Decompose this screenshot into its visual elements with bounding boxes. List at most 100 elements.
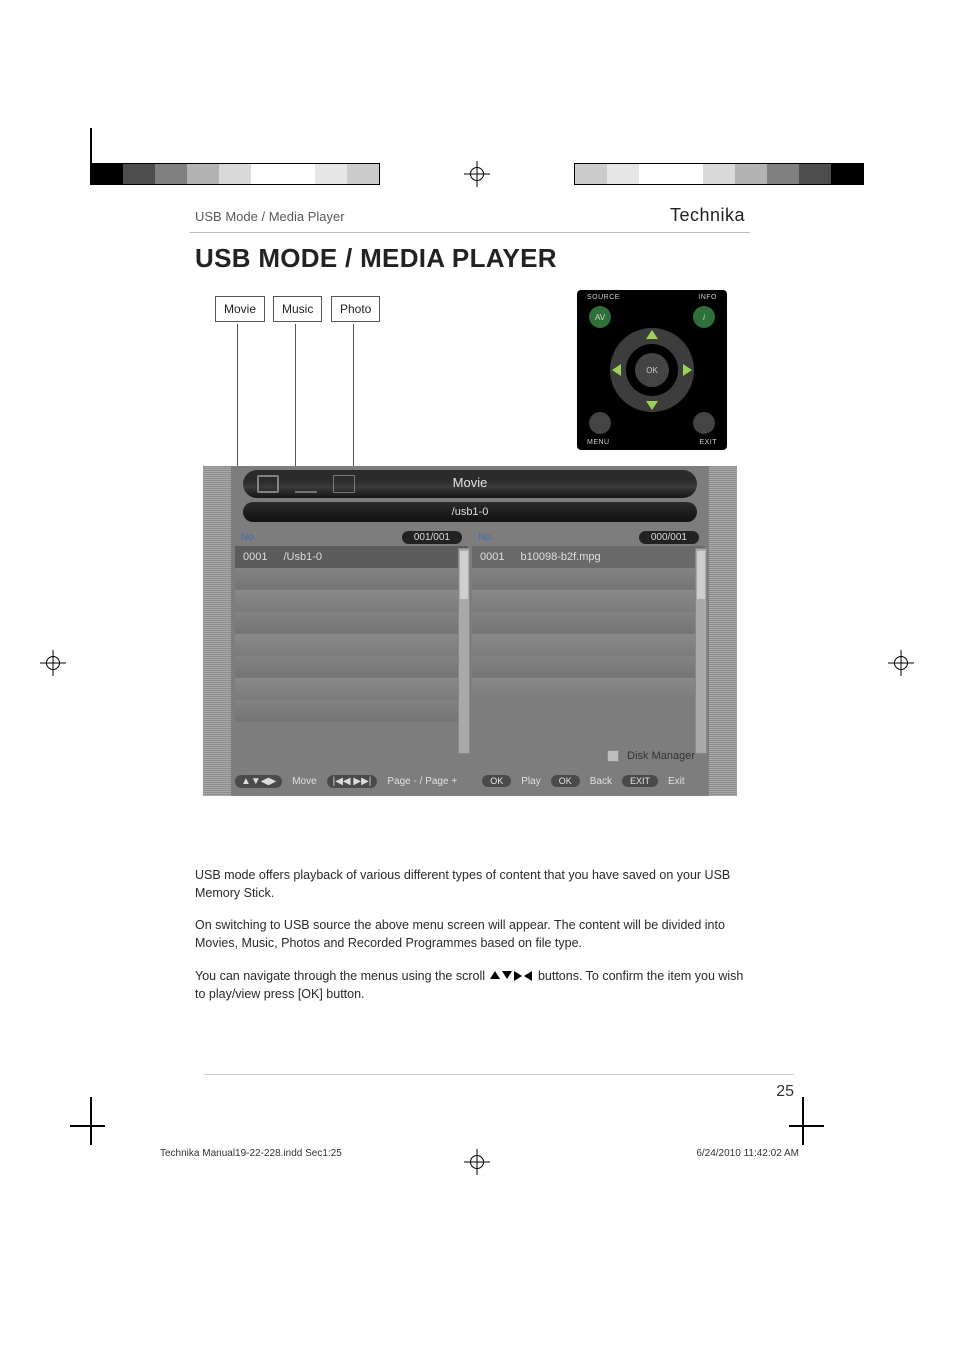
disk-manager-row[interactable]: Disk Manager [607,746,695,766]
imprint-file: Technika Manual19-22-228.indd Sec1:25 [160,1148,342,1159]
table-row [235,568,468,590]
running-head: USB Mode / Media Player Technika [195,205,745,232]
movie-tab-icon[interactable] [257,475,279,493]
ok-chip: OK [482,775,511,787]
row-label: b10098-b2f.mpg [520,551,600,563]
ok-button[interactable]: OK [635,353,669,387]
folder-pane: No. 001/001 0001 /Usb1-0 [235,528,468,756]
paragraph-3: You can navigate through the menus using… [195,967,745,1003]
crop-mark [802,1097,804,1145]
skip-icon: |◀◀ ▶▶| [327,775,378,788]
remote-label-menu: MENU [587,439,610,446]
paragraph-2: On switching to USB source the above men… [195,916,745,952]
registration-mark-left [40,650,66,676]
scroll-arrows-icon [490,971,532,981]
row-index: 0001 [480,551,504,563]
ok-chip: OK [551,775,580,787]
checkbox-icon [607,750,619,762]
nav-arrows-icon: ▲▼◀▶ [235,775,282,788]
leader-line [295,324,296,474]
label-music: Music [273,296,322,322]
table-row [235,700,468,722]
left-arrow-icon[interactable] [612,364,621,376]
col-header-no: No. [241,532,257,543]
footer-rule [204,1074,794,1075]
footer-exit: Exit [668,776,685,787]
scrollbar[interactable] [695,548,707,754]
table-row [235,678,468,700]
imprint-stamp: 6/24/2010 11:42:02 AM [696,1148,799,1159]
photo-tab-icon[interactable] [333,475,355,493]
print-strip-left [90,163,380,185]
remote-label-exit: EXIT [699,439,717,446]
row-index: 0001 [243,551,267,563]
page-counter-left: 001/001 [402,531,462,544]
scrollbar[interactable] [458,548,470,754]
page-number: 25 [776,1083,794,1101]
right-arrow-icon[interactable] [683,364,692,376]
exit-chip: EXIT [622,775,658,787]
tv-ui: Movie /usb1-0 No. 001/001 0001 /Usb1-0 [203,466,737,796]
footer-back: Back [590,776,612,787]
section-name: USB Mode / Media Player [195,209,345,224]
page-content: USB Mode / Media Player Technika USB MOD… [195,205,745,1017]
scrollbar-thumb[interactable] [697,551,705,599]
header-rule [190,232,750,233]
file-row[interactable]: 0001 b10098-b2f.mpg [472,546,705,568]
footer-move: Move [292,776,316,787]
menu-button[interactable] [589,412,611,434]
up-arrow-icon[interactable] [646,330,658,339]
remote-label-info: INFO [698,294,717,301]
table-row [472,678,705,700]
diagram-area: Movie Music Photo SOURCE INFO MENU EXIT … [195,296,745,826]
registration-mark-right [888,650,914,676]
remote-control: SOURCE INFO MENU EXIT AV i OK [577,290,727,450]
grain-left [203,466,231,796]
col-header-no: No. [478,532,494,543]
row-label: /Usb1-0 [283,551,322,563]
label-photo: Photo [331,296,380,322]
imprint-row: Technika Manual19-22-228.indd Sec1:25 6/… [160,1148,799,1159]
tv-topbar: Movie [243,470,697,498]
paragraph-1: USB mode offers playback of various diff… [195,866,745,902]
registration-mark-top [464,161,490,187]
tv-title: Movie [453,475,488,490]
crop-mark [70,1125,105,1127]
print-strip-right [574,163,864,185]
table-row [472,612,705,634]
print-registration-row [0,160,954,188]
crop-mark [90,128,112,166]
table-row [235,656,468,678]
table-row [472,568,705,590]
table-row [472,634,705,656]
table-row [472,656,705,678]
footer-page: Page - / Page + [387,776,457,787]
footer-play: Play [521,776,540,787]
info-button[interactable]: i [693,306,715,328]
leader-line [237,324,238,474]
file-pane: No. 000/001 0001 b10098-b2f.mpg [472,528,705,756]
leader-line [353,324,354,474]
disk-manager-label: Disk Manager [627,750,695,762]
body-copy: USB mode offers playback of various diff… [195,866,745,1003]
page-counter-right: 000/001 [639,531,699,544]
table-row [235,612,468,634]
folder-row-selected[interactable]: 0001 /Usb1-0 [235,546,468,568]
label-movie: Movie [215,296,265,322]
scrollbar-thumb[interactable] [460,551,468,599]
crop-mark [90,1097,92,1145]
music-tab-icon[interactable] [295,475,317,493]
brand-logo: Technika [670,205,745,226]
av-button[interactable]: AV [589,306,611,328]
breadcrumb: /usb1-0 [243,502,697,522]
down-arrow-icon[interactable] [646,401,658,410]
exit-button[interactable] [693,412,715,434]
grain-right [709,466,737,796]
table-row [472,590,705,612]
tv-footer: ▲▼◀▶ Move |◀◀ ▶▶| Page - / Page + OK Pla… [235,770,705,792]
crop-mark [789,1125,824,1127]
table-row [235,590,468,612]
table-row [235,634,468,656]
page-title: USB MODE / MEDIA PLAYER [195,243,745,274]
remote-label-source: SOURCE [587,294,620,301]
